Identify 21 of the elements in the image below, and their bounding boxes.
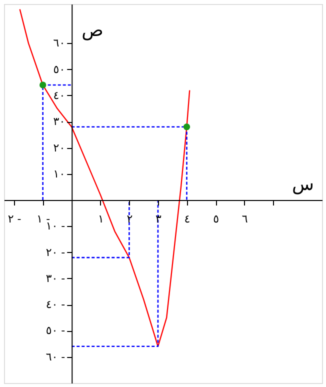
y-tick-label: ٢٠ [53,141,66,154]
x-tick-label: ٢ - [8,212,22,226]
x-tick-label: ١ [98,212,104,226]
y-tick-label: ٣٠ - [46,272,66,285]
y-tick-label: ٢٠ - [46,246,66,259]
y-tick-label: ٦٠ [53,36,66,50]
y-tick-label: ٥٠ - [46,324,66,338]
x-tick-label: ٤ [184,212,190,226]
y-tick-label: ٦٠ - [46,350,66,364]
x-tick-label: ٦ [242,212,248,226]
y-tick-label: ٥٠ [53,62,66,76]
x-axis-title: س [292,174,314,196]
y-tick-label: ٤٠ [53,88,66,102]
line-series [19,8,190,348]
x-tick-label: ٢ [126,212,133,226]
x-tick-label: ٥ [213,212,220,226]
y-tick-label: ٤٠ - [46,298,66,312]
y-tick-label: ٣٠ [53,115,66,128]
x-tick-label: ٣ [156,212,162,226]
y-axis-title: ص [82,20,104,41]
y-tick-label: ١٠ [53,167,66,180]
